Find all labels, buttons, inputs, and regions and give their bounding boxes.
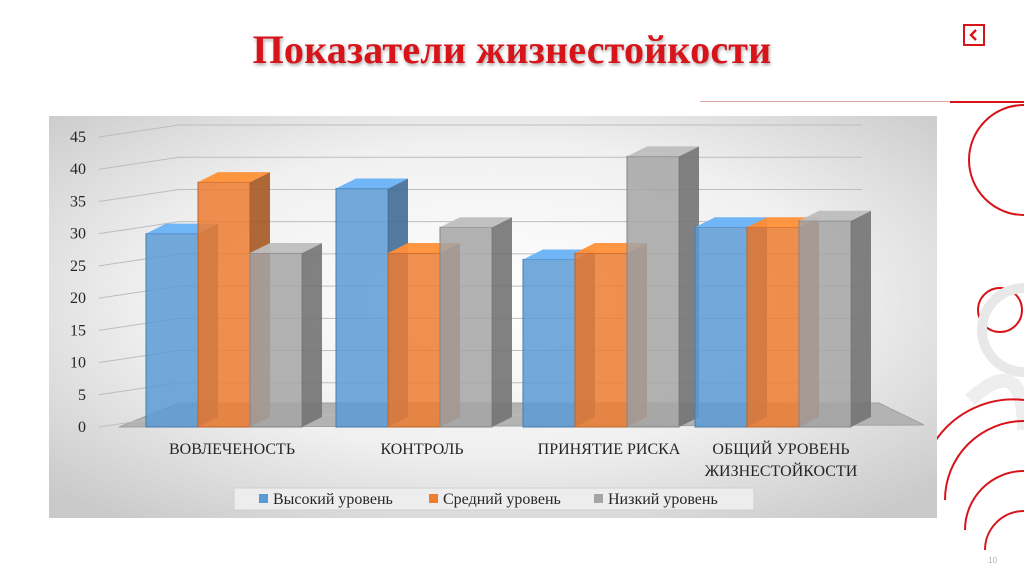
category-label: ПРИНЯТИЕ РИСКА	[538, 441, 681, 458]
bar-top	[440, 217, 512, 228]
bar	[439, 226, 493, 428]
bar	[197, 181, 251, 428]
y-tick-label: 25	[70, 258, 86, 275]
y-tick-label: 5	[78, 387, 86, 404]
bar-side	[679, 146, 699, 428]
bar-top	[250, 243, 322, 253]
title-divider-thin	[700, 101, 950, 102]
y-tick-label: 30	[70, 226, 86, 243]
y-tick-label: 10	[70, 355, 86, 372]
bar	[694, 226, 748, 428]
bar-top	[198, 172, 270, 183]
legend-swatch	[259, 494, 268, 503]
decorative-circles	[930, 104, 1024, 551]
y-tick-label: 40	[70, 161, 86, 178]
gridline-depth	[98, 124, 180, 138]
bar	[145, 233, 199, 428]
slide-title: Показатели жизнестойкости	[252, 27, 772, 72]
category-label: ВОВЛЕЧЕНОСТЬ	[169, 441, 295, 458]
legend-label: Низкий уровень	[608, 491, 718, 508]
bar-top	[336, 178, 408, 189]
legend-swatch	[429, 494, 438, 503]
gridline-depth	[98, 188, 180, 202]
bar-top	[799, 210, 871, 221]
y-tick-label: 35	[70, 193, 86, 210]
bar	[626, 155, 680, 428]
page-number: 10	[988, 556, 997, 565]
title-divider	[950, 101, 1024, 103]
bar-top	[627, 146, 699, 157]
bar	[798, 220, 852, 428]
legend-label: Средний уровень	[443, 491, 561, 508]
legend-swatch	[594, 494, 603, 503]
y-tick-label: 0	[78, 419, 86, 436]
bar	[387, 252, 441, 428]
y-tick-label: 45	[70, 129, 86, 146]
bar	[335, 188, 389, 428]
legend-label: Высокий уровень	[273, 491, 393, 508]
y-tick-label: 15	[70, 322, 86, 339]
bar-side	[302, 243, 322, 427]
category-label: ЖИЗНЕСТОЙКОСТИ	[705, 461, 858, 480]
bar	[746, 226, 800, 428]
bar-chart: 0 5 10 15 20 25 30 35 40 45 ВОВЛЕЧЕНОСТЬ КОНТРОЛЬ ПР…	[49, 116, 937, 518]
legend-box	[233, 487, 755, 511]
bar-top	[695, 217, 767, 228]
bar	[522, 258, 576, 428]
y-tick-label: 20	[70, 290, 86, 307]
back-arrow-icon[interactable]	[963, 24, 985, 46]
gridline-depth	[98, 156, 180, 170]
bar-side	[851, 210, 871, 427]
bar-side	[492, 217, 512, 427]
bar	[574, 252, 628, 428]
bar	[249, 252, 303, 428]
gridline-depth	[98, 221, 180, 235]
category-label: ОБЩИЙ УРОВЕНЬ	[712, 439, 849, 458]
category-label: КОНТРОЛЬ	[380, 441, 463, 458]
